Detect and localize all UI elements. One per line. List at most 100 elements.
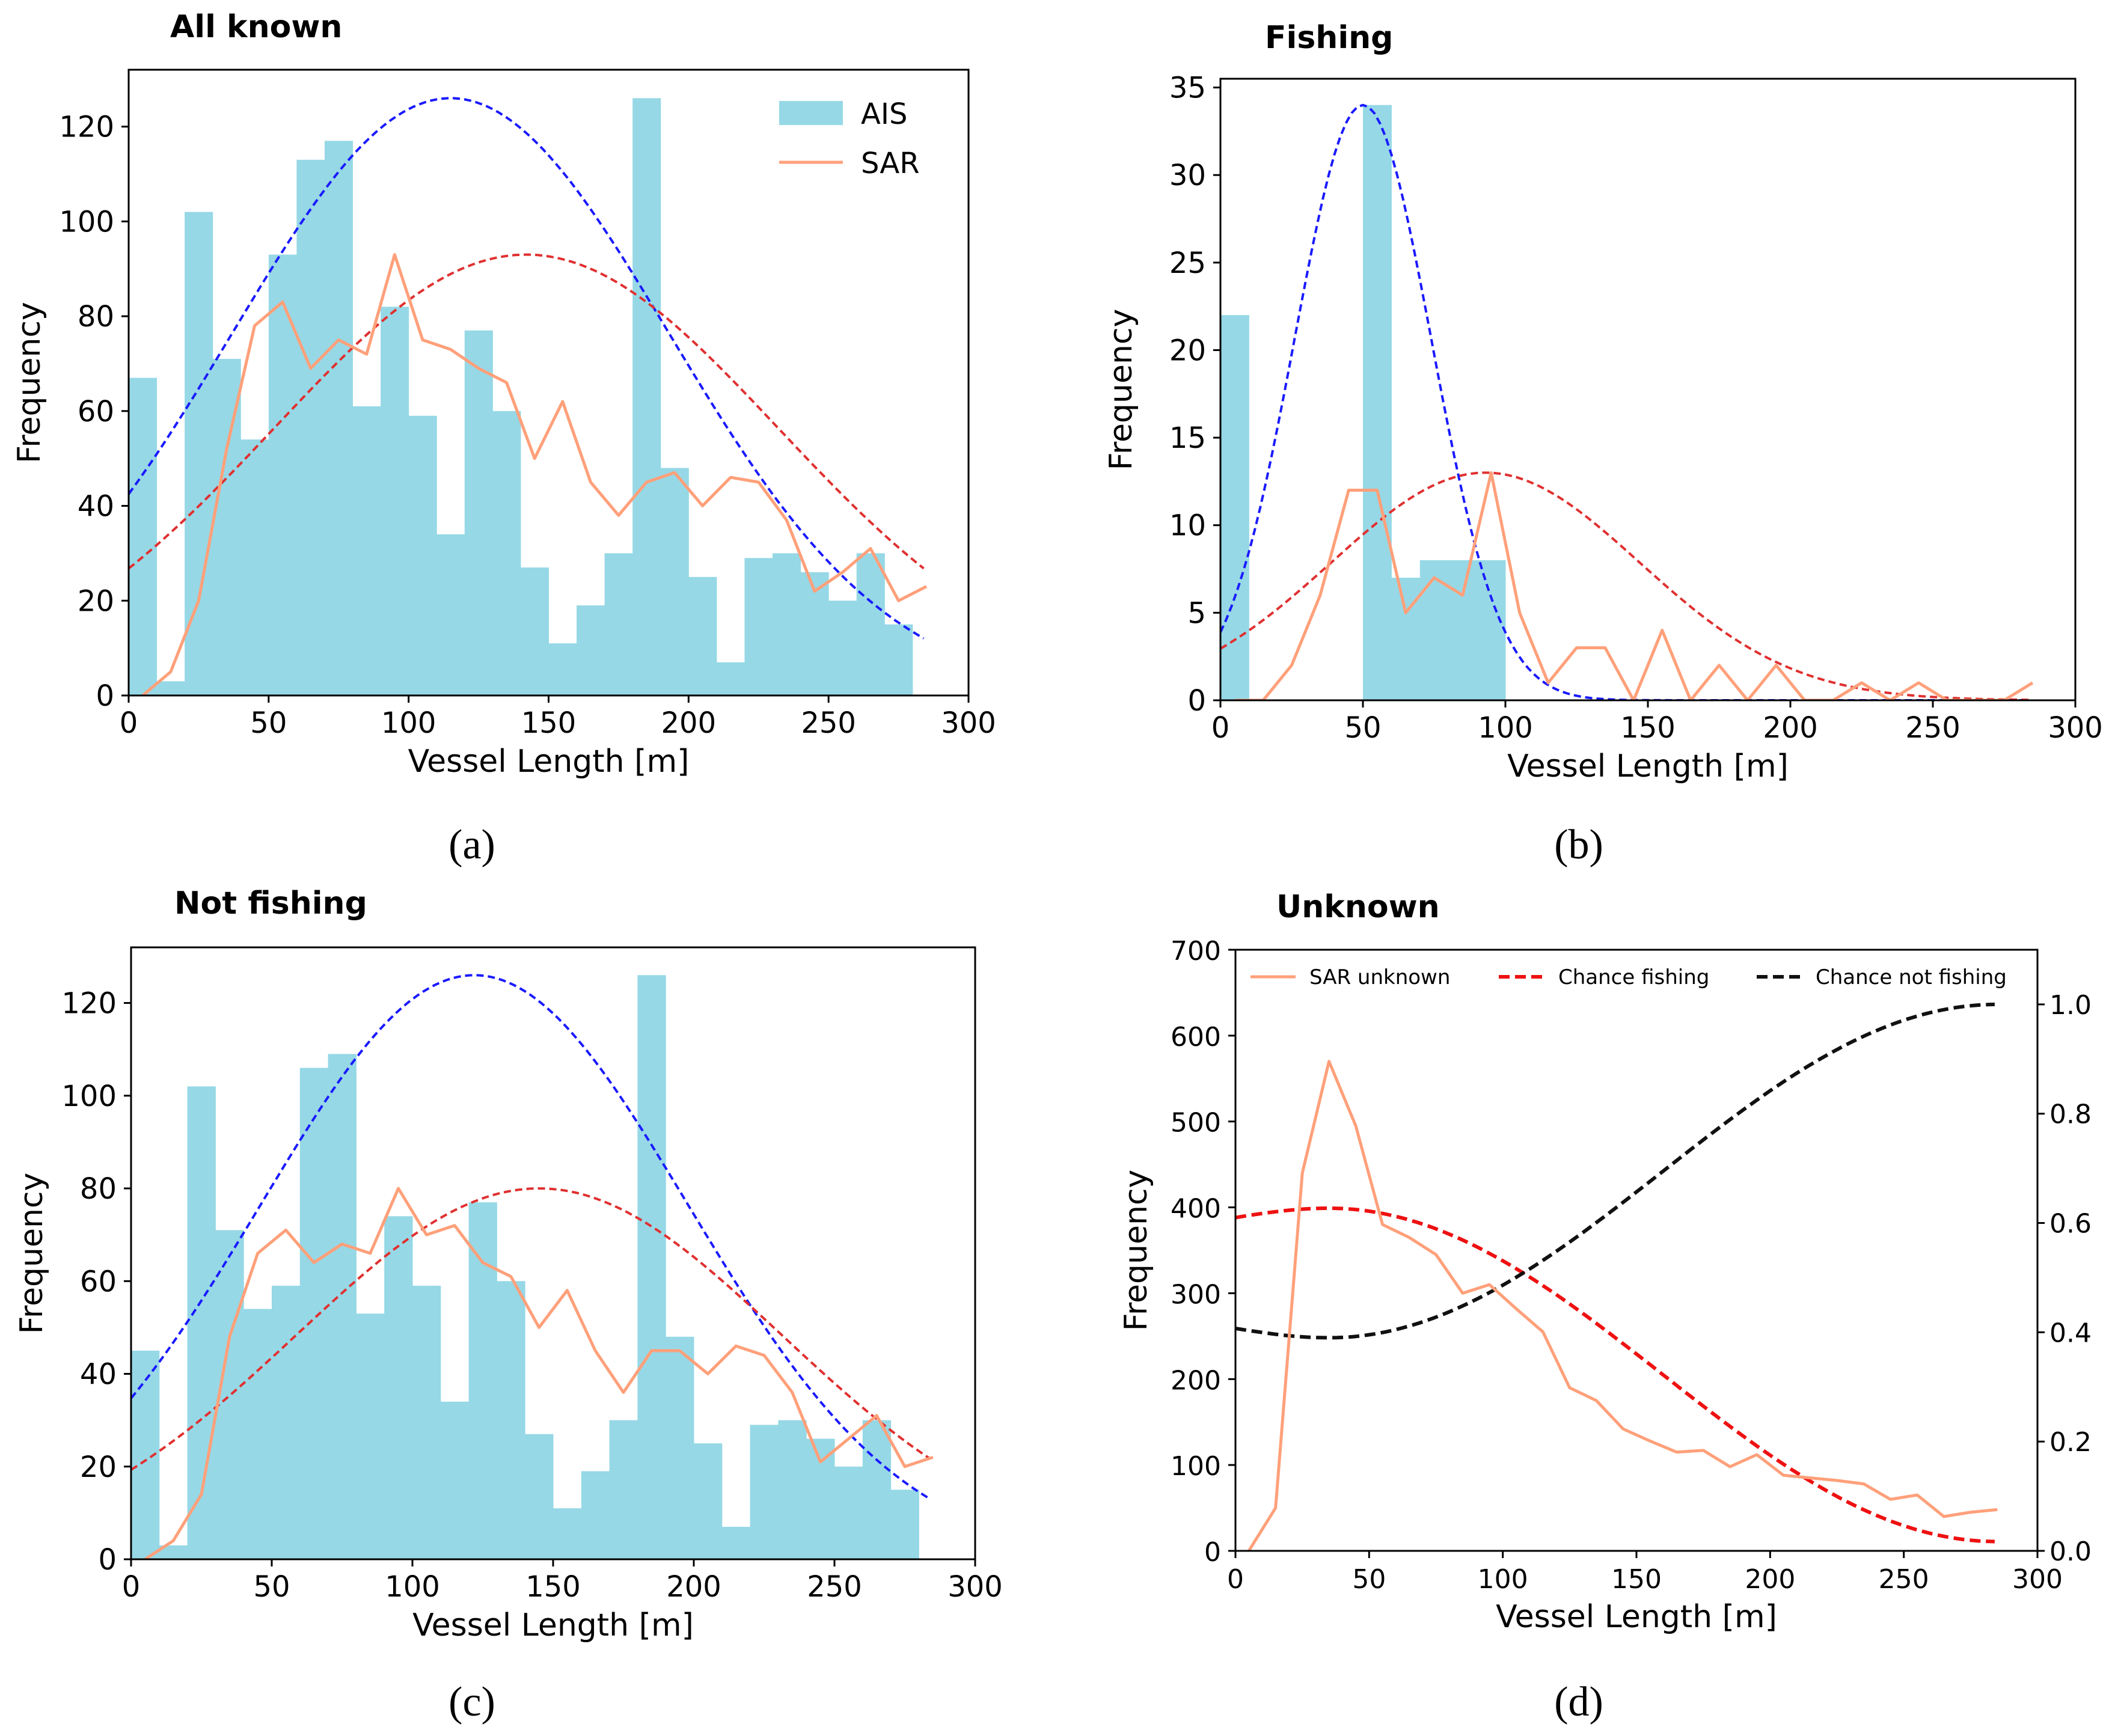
y-tick-label: 120 (61, 987, 117, 1021)
ais-bar (384, 1216, 413, 1559)
y-tick-label: 30 (1169, 159, 1206, 192)
x-tick-label: 100 (1478, 711, 1533, 745)
ais-bar (856, 553, 885, 695)
y-tick-label: 20 (1169, 334, 1206, 367)
ais-bar (1391, 578, 1421, 700)
ais-bar (1419, 560, 1449, 700)
y2-tick-label: 1.0 (2049, 990, 2092, 1021)
ais-bar (604, 553, 633, 695)
ais-bar (716, 662, 745, 695)
x-tick-label: 100 (1478, 1564, 1528, 1595)
y2-tick-label: 0.2 (2049, 1427, 2092, 1458)
x-tick-label: 0 (1211, 711, 1230, 745)
ais-bar (1448, 560, 1478, 700)
ais-fit-curve (1220, 103, 2030, 700)
panel-label: (c) (448, 1679, 495, 1725)
y-tick-label: 60 (80, 1265, 117, 1298)
x-tick-label: 250 (801, 706, 856, 740)
ais-bar (660, 468, 689, 695)
x-tick-label: 0 (122, 1570, 141, 1604)
ais-bar (296, 159, 325, 695)
ais-bar (884, 624, 913, 695)
ais-bar (834, 1466, 863, 1559)
y-tick-label: 40 (78, 490, 114, 524)
x-tick-label: 50 (1352, 1564, 1386, 1595)
ais-bar (243, 1309, 272, 1559)
y2-tick-label: 0.0 (2049, 1536, 2092, 1567)
chart-title: Unknown (1276, 889, 1440, 925)
x-axis-label: Vessel Length [m] (1507, 748, 1789, 784)
legend: SAR unknown Chance fishing Chance not fish… (1250, 965, 2007, 989)
ais-bar (750, 1425, 779, 1559)
x-tick-label: 300 (2048, 711, 2103, 745)
x-tick-label: 200 (1745, 1564, 1795, 1595)
x-tick-label: 150 (521, 706, 577, 740)
x-tick-label: 300 (2012, 1564, 2063, 1595)
x-tick-label: 250 (807, 1570, 862, 1604)
ais-bar (666, 1336, 694, 1559)
ais-bar (744, 558, 773, 695)
ais-bar (240, 439, 269, 695)
y-tick-label: 0 (1204, 1537, 1221, 1568)
y-tick-label: 60 (78, 395, 114, 429)
axes-frame (1219, 78, 2077, 701)
sar-fit-curve (129, 253, 925, 570)
ais-bar (520, 567, 549, 695)
sar-line (141, 253, 928, 695)
x-tick-label: 50 (1344, 711, 1381, 745)
y-tick-label: 80 (78, 300, 114, 334)
legend-chance-fishing-label: Chance fishing (1558, 965, 1709, 989)
x-tick-label: 0 (1227, 1564, 1244, 1595)
ais-bar (806, 1438, 835, 1559)
x-tick-label: 300 (941, 706, 996, 740)
ais-bar (436, 534, 465, 695)
y-tick-label: 700 (1171, 936, 1221, 967)
panel-label: (d) (1554, 1679, 1603, 1725)
ais-fit-curve (131, 974, 931, 1500)
sar-line (144, 1187, 934, 1559)
legend-sar-label: SAR (861, 147, 920, 180)
y-tick-label: 100 (59, 205, 114, 239)
ais-bar (609, 1420, 638, 1559)
y-tick-label: 10 (1169, 509, 1206, 543)
panel-label: (b) (1554, 822, 1603, 868)
ais-bar (637, 975, 666, 1559)
chart-title: Not fishing (174, 885, 367, 921)
x-tick-label: 100 (385, 1570, 440, 1604)
chart-title: Fishing (1265, 20, 1393, 56)
ais-bar (862, 1420, 892, 1559)
ais-bar (464, 330, 493, 695)
y-tick-label: 5 (1187, 596, 1206, 630)
y-axis-label: Frequency (1118, 1170, 1154, 1331)
ais-bar (356, 1313, 385, 1559)
ais-bar (352, 406, 381, 695)
x-axis-label: Vessel Length [m] (412, 1607, 694, 1643)
y2-tick-label: 0.8 (2049, 1099, 2092, 1130)
y-axis-label: Frequency (11, 302, 47, 463)
y-tick-label: 120 (59, 111, 114, 144)
ais-bar (408, 415, 437, 695)
chart-panel-a: 0 50 100 150 200 250 300 0 20 40 60 80 100 120 Vessel … (11, 9, 996, 868)
ais-bar (299, 1068, 329, 1559)
plot-area (129, 97, 928, 695)
x-tick-label: 250 (1905, 711, 1961, 745)
ais-bar (440, 1401, 470, 1559)
y-tick-label: 0 (96, 679, 114, 713)
legend-ais-swatch (779, 101, 843, 125)
chance-not-fishing-curve (1235, 1002, 1995, 1340)
chart-panel-d: 0 50 100 150 200 250 300 0 100 200 300 400 500 600 700… (1118, 889, 2092, 1725)
ais-bar (412, 1285, 441, 1559)
x-tick-label: 200 (1763, 711, 1818, 745)
ais-bar (492, 411, 521, 695)
x-tick-label: 200 (661, 706, 717, 740)
x-tick-label: 300 (947, 1570, 1003, 1604)
ais-bar (581, 1471, 610, 1559)
y-axis-label: Frequency (1103, 309, 1139, 471)
y-tick-label: 20 (78, 584, 114, 618)
ais-bar (268, 254, 297, 695)
sar-fit-curve (1220, 471, 2030, 700)
y-tick-label: 600 (1171, 1022, 1221, 1053)
ais-bar (548, 643, 577, 695)
sar-line (1247, 1060, 1998, 1551)
chart-panel-b: 0 50 100 150 200 250 300 0 5 10 15 20 25 30 35 Vessel L… (1103, 20, 2103, 868)
